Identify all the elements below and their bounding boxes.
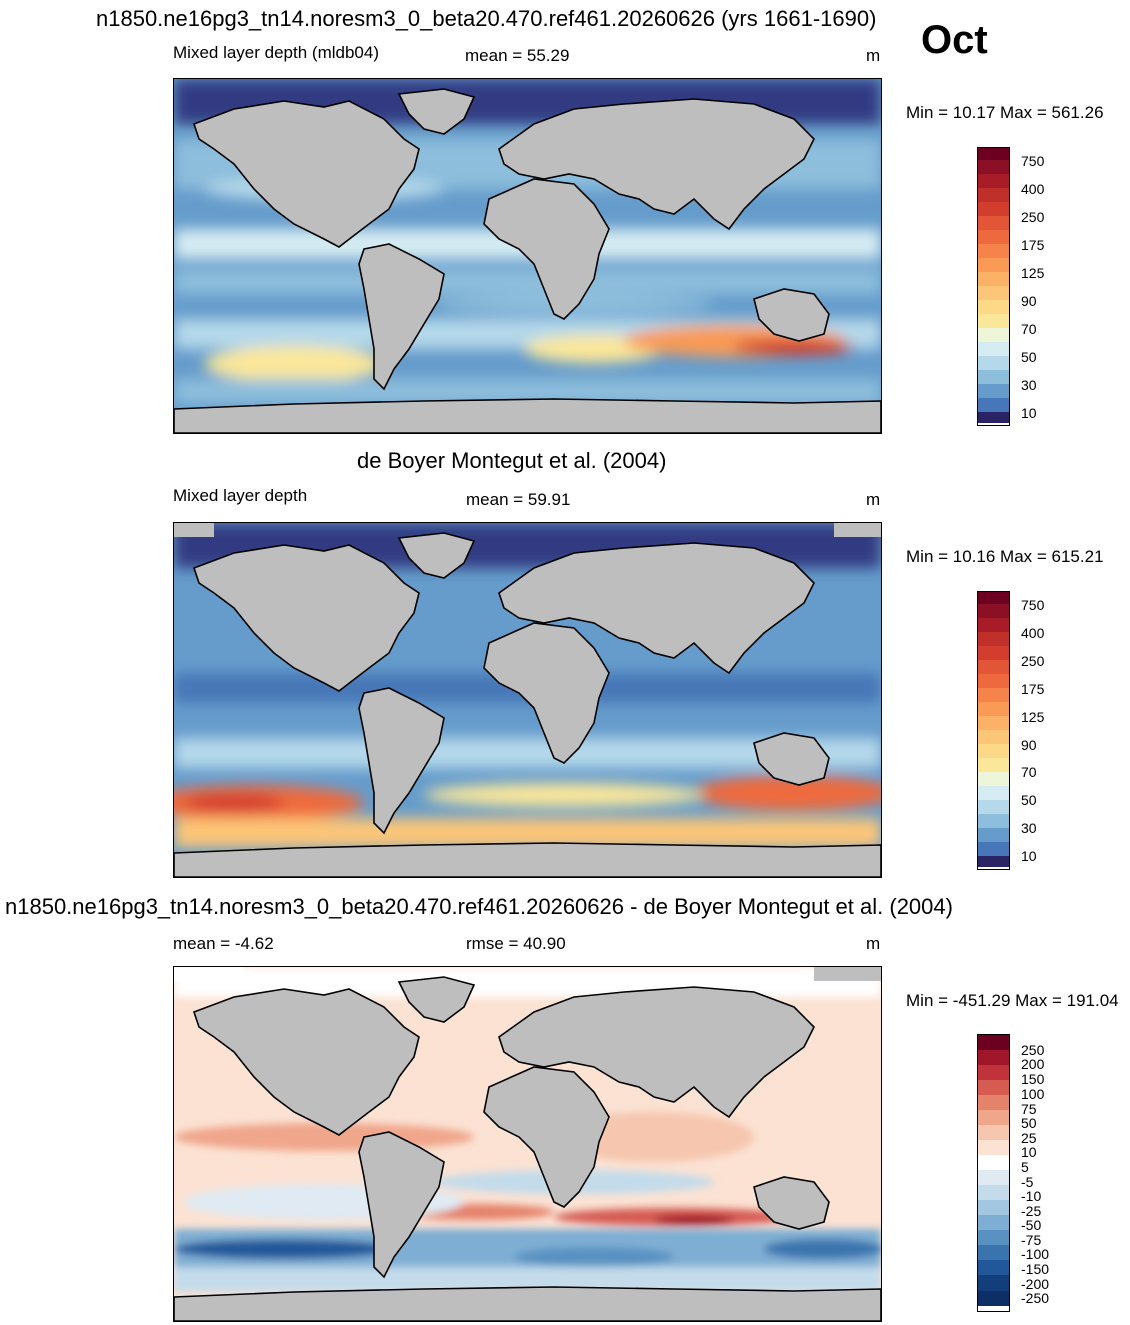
cb-label: 70 [1021,321,1037,337]
cb-label: 100 [1021,1086,1045,1102]
cb-label: 200 [1021,1056,1045,1072]
cb-label: -5 [1021,1174,1034,1190]
cb-label: 50 [1021,1115,1037,1131]
panel1-minmax: Min = 10.17 Max = 561.26 [906,103,1104,122]
panel1-map-canvas [174,79,881,433]
cb-label: 175 [1021,237,1045,253]
panel2-title: de Boyer Montegut et al. (2004) [357,448,667,473]
cb-label: -10 [1021,1188,1042,1204]
month-label: Oct [921,18,988,62]
cb-label: -250 [1021,1290,1050,1306]
cb-label: 5 [1021,1159,1029,1175]
cb-label: 150 [1021,1071,1045,1087]
panel3-rmse-label: rmse = 40.90 [466,934,566,953]
panel2-map-canvas [174,523,881,877]
panel2-mean-label: mean = 59.91 [466,490,571,509]
panel2-map [173,522,882,878]
panel3-map [173,966,882,1322]
cb-label: 75 [1021,1101,1037,1117]
cb-label: 50 [1021,792,1037,808]
cb-label: 400 [1021,625,1045,641]
panel2-colorbar [977,591,1010,870]
cb-label: 250 [1021,209,1045,225]
panel3-minmax: Min = -451.29 Max = 191.04 [906,991,1119,1010]
cb-label: -200 [1021,1276,1050,1292]
cb-label: 175 [1021,681,1045,697]
panel1-colorbar [977,147,1010,426]
cb-label: 125 [1021,265,1045,281]
panel1-mean-label: mean = 55.29 [465,46,570,65]
cb-label: 10 [1021,1144,1037,1160]
cb-label: -50 [1021,1217,1042,1233]
cb-label: -25 [1021,1203,1042,1219]
cb-label: 250 [1021,653,1045,669]
panel1-variable-label: Mixed layer depth (mldb04) [173,43,379,62]
cb-label: 400 [1021,181,1045,197]
cb-label: 90 [1021,737,1037,753]
cb-label: -100 [1021,1246,1050,1262]
cb-label: 750 [1021,597,1045,613]
cb-label: -150 [1021,1261,1050,1277]
panel3-mean-label: mean = -4.62 [173,934,274,953]
cb-label: 50 [1021,349,1037,365]
cb-label: 30 [1021,377,1037,393]
panel3-title: n1850.ne16pg3_tn14.noresm3_0_beta20.470.… [5,894,953,919]
cb-label: 10 [1021,848,1037,864]
panel3-units: m [866,934,881,953]
cb-label: 250 [1021,1042,1045,1058]
cb-label: 750 [1021,153,1045,169]
panel3-colorbar [977,1034,1010,1312]
panel2-variable-label: Mixed layer depth [173,486,308,505]
panel1-units: m [866,46,881,65]
panel1-map [173,78,882,434]
cb-label: 10 [1021,405,1037,421]
cb-label: 125 [1021,709,1045,725]
cb-label: 30 [1021,820,1037,836]
panel2-units: m [866,490,881,509]
panel3-map-canvas [174,967,881,1321]
cb-label: 70 [1021,764,1037,780]
cb-label: 25 [1021,1130,1037,1146]
main-title: n1850.ne16pg3_tn14.noresm3_0_beta20.470.… [96,6,877,31]
cb-label: 90 [1021,293,1037,309]
cb-label: -75 [1021,1232,1042,1248]
panel2-minmax: Min = 10.16 Max = 615.21 [906,547,1104,566]
